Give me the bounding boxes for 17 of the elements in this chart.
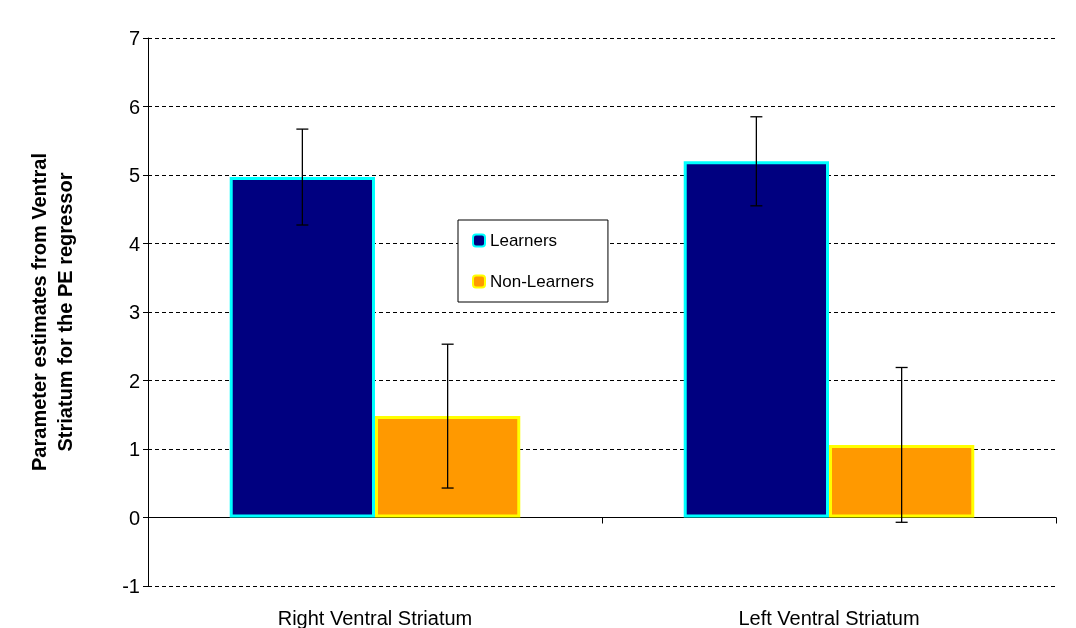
y-tick-label: 7 <box>128 27 140 49</box>
y-tick-label: 5 <box>128 164 140 186</box>
y-tick-label: -1 <box>122 575 140 597</box>
y-tick-label: 6 <box>128 95 140 118</box>
y-axis-title: Parameter estimates from Ventral Striatum for the PE regressor <box>28 153 76 471</box>
bar <box>375 416 521 518</box>
legend-label: Learners <box>490 231 558 250</box>
bar <box>229 177 375 518</box>
bar <box>683 161 829 518</box>
x-tick-label: Left Ventral Striatum <box>738 607 920 628</box>
y-tick-label: 4 <box>128 232 140 255</box>
y-tick-label: 0 <box>128 506 140 529</box>
legend-label: Non-Learners <box>490 272 594 291</box>
bar <box>829 444 975 518</box>
y-tick-label: 1 <box>128 438 140 460</box>
y-tick-label: 2 <box>128 369 140 392</box>
y-tick-label: 3 <box>128 301 140 323</box>
